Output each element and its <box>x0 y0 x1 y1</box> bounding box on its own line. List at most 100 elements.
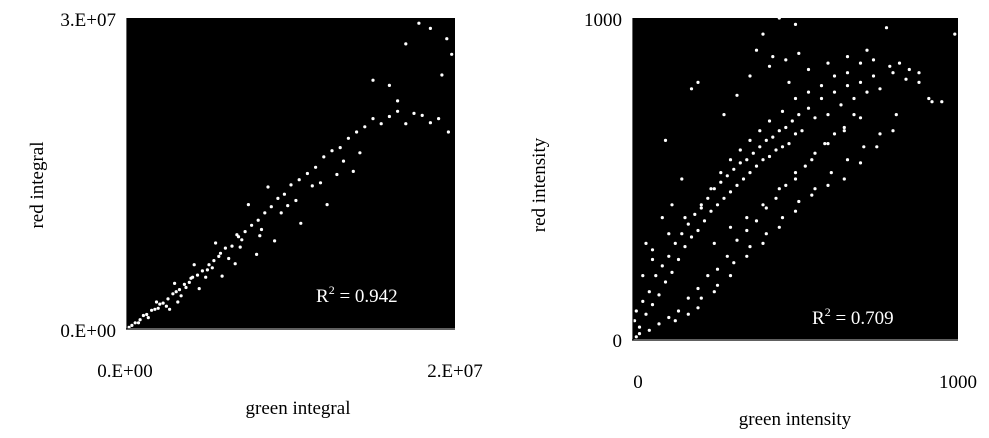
data-point <box>878 87 882 91</box>
data-point <box>696 228 700 233</box>
data-point <box>735 93 739 97</box>
data-point <box>832 74 837 78</box>
data-point <box>133 321 137 325</box>
data-point <box>187 280 191 284</box>
data-point <box>771 135 775 139</box>
data-point <box>878 132 882 136</box>
data-point <box>153 307 157 311</box>
data-point <box>338 146 342 150</box>
r-squared-superscript: 2 <box>825 305 831 319</box>
data-point <box>141 313 145 318</box>
data-point <box>195 273 200 277</box>
data-point <box>787 80 791 84</box>
data-point <box>767 64 772 68</box>
data-point <box>940 100 944 104</box>
data-point <box>725 174 729 178</box>
data-point <box>793 171 798 175</box>
data-point <box>192 263 196 267</box>
y-tick-label-min-intensity: 0 <box>613 331 623 352</box>
data-point <box>164 304 168 308</box>
data-point <box>793 177 798 181</box>
data-point <box>774 196 778 200</box>
data-point <box>223 246 227 250</box>
data-point <box>166 297 170 301</box>
data-point <box>712 241 716 245</box>
data-point <box>793 132 798 136</box>
data-point <box>764 232 768 236</box>
data-point <box>233 262 237 266</box>
data-point <box>269 205 273 209</box>
data-point <box>793 22 798 26</box>
data-point <box>179 294 183 298</box>
data-point <box>305 171 309 176</box>
data-point <box>634 335 638 339</box>
chart-intensity: 1000 0 0 1000 green intensity red intens… <box>529 10 977 430</box>
data-point <box>235 233 239 237</box>
plot-area-integral <box>127 18 455 328</box>
data-point <box>871 58 876 62</box>
data-point <box>780 109 785 113</box>
data-point <box>819 84 824 88</box>
data-point <box>156 306 160 310</box>
x-axis-label-integral: green integral <box>246 398 351 419</box>
data-point <box>676 309 681 313</box>
data-point <box>897 61 902 65</box>
data-point <box>660 264 664 268</box>
data-point <box>663 280 668 284</box>
data-point <box>927 96 931 101</box>
data-point <box>417 21 421 25</box>
data-point <box>266 185 270 189</box>
data-point <box>891 71 895 75</box>
data-point <box>150 308 154 312</box>
data-point <box>777 16 781 20</box>
data-point <box>680 232 684 236</box>
y-axis-label-integral: red integral <box>27 141 48 228</box>
data-point <box>174 290 178 294</box>
data-point <box>689 87 694 91</box>
data-point <box>641 274 645 278</box>
y-tick-label-max-integral: 3.E+07 <box>60 10 116 31</box>
data-point <box>699 203 703 207</box>
data-point <box>751 151 755 155</box>
data-point <box>722 196 726 200</box>
data-point <box>823 142 827 146</box>
data-point <box>445 37 449 41</box>
data-point <box>696 80 700 84</box>
data-point <box>670 203 674 207</box>
data-point <box>722 113 726 117</box>
data-point <box>764 138 768 142</box>
data-point <box>440 73 444 77</box>
data-point <box>810 193 814 197</box>
data-point <box>335 172 339 177</box>
data-point <box>647 328 651 332</box>
data-point <box>177 288 182 292</box>
data-point <box>953 32 957 36</box>
y-tick-label-max-intensity: 1000 <box>584 10 622 31</box>
data-point <box>686 222 690 226</box>
data-point <box>871 74 876 78</box>
data-point <box>641 299 645 303</box>
r-squared-annotation-intensity: R2 = 0.709 <box>812 305 894 329</box>
data-point <box>446 130 450 134</box>
data-point <box>907 67 911 72</box>
data-point <box>904 77 908 81</box>
data-point <box>917 80 921 84</box>
data-point <box>826 183 830 187</box>
data-point <box>633 319 637 323</box>
data-point <box>663 138 668 142</box>
data-point <box>404 42 408 46</box>
data-point <box>793 209 798 213</box>
data-point <box>845 158 850 162</box>
data-point <box>712 290 716 294</box>
data-point <box>709 209 713 213</box>
data-point <box>793 96 798 101</box>
data-point <box>758 129 762 133</box>
data-point <box>891 129 895 133</box>
data-point <box>127 325 131 329</box>
data-point <box>363 125 367 129</box>
data-point <box>238 245 242 249</box>
data-point <box>387 83 391 87</box>
data-point <box>673 319 677 323</box>
data-point <box>314 165 318 169</box>
